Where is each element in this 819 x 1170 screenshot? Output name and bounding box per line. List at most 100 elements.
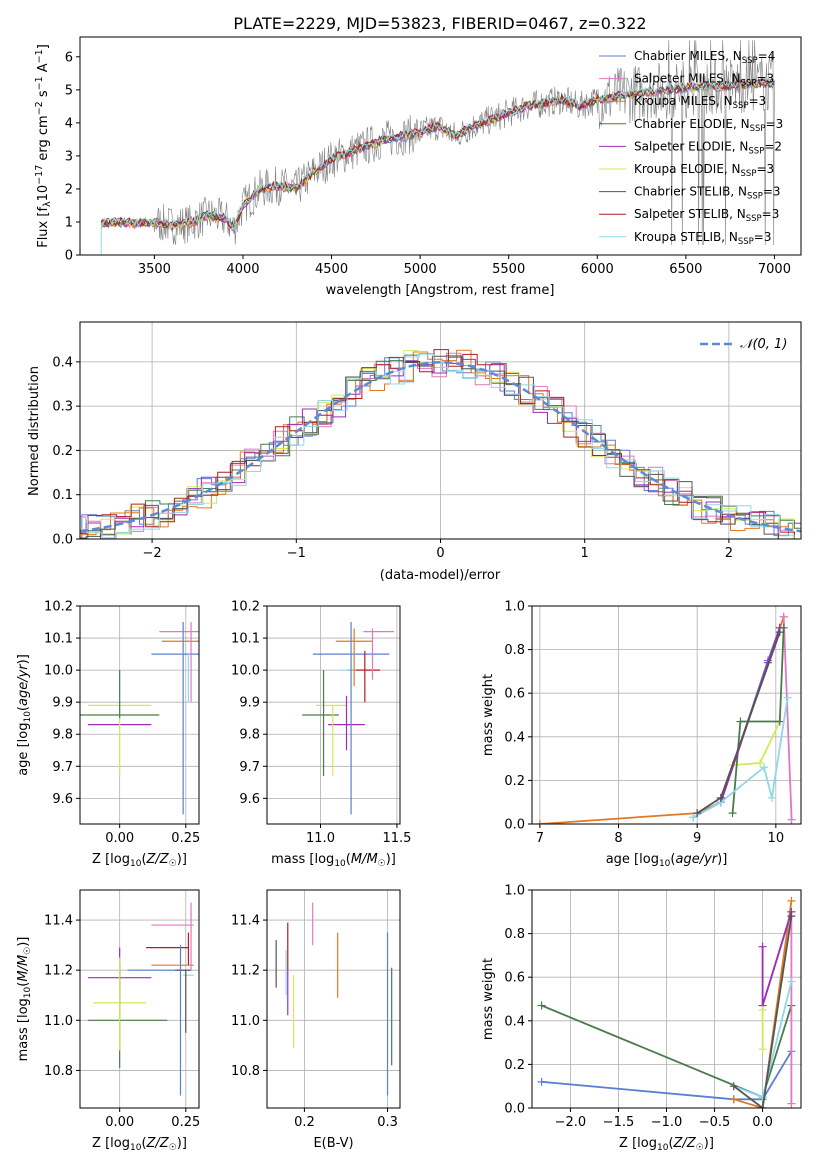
weight-line-kroupa_stelib bbox=[692, 697, 789, 819]
panel-weight_vs_Z: −2.0 −1.5 −1.0 −0.5 0.0 0.0 0.2 0.4 0.6 0.8 1.0 Z [… bbox=[481, 884, 802, 1153]
weight-plot-area bbox=[537, 896, 796, 1108]
weight-marker-kroupa_stelib bbox=[758, 1093, 767, 1102]
weight-marker-chabrier_miles bbox=[537, 1077, 546, 1086]
y-tick-label: 9.6 bbox=[239, 792, 260, 807]
x-tick-label: −0.5 bbox=[699, 1115, 731, 1130]
model-spectrum-kroupa_stelib bbox=[101, 76, 775, 231]
legend-spectrum: Chabrier MILES, NSSP=4 Salpeter MILES, NS… bbox=[599, 49, 783, 247]
x-axis-label: age [log10(age/yr)] bbox=[606, 852, 728, 869]
y-tick-label: 11.4 bbox=[231, 914, 260, 929]
legend-label-gaussian: 𝒩(0, 1) bbox=[740, 337, 787, 352]
weight-marker-kroupa_miles bbox=[535, 820, 544, 824]
panel-mass_vs_Z: 0.00 0.25 10.8 11.0 11.2 11.4 Z [log10(Z/Z☉)] m… bbox=[16, 889, 200, 1153]
weight-marker-salpeter_miles bbox=[787, 1099, 796, 1108]
x-tick-label: −1.0 bbox=[651, 1115, 683, 1130]
y-tick-label: 0.2 bbox=[504, 774, 525, 789]
y-tick-label: 1.0 bbox=[504, 600, 525, 615]
weight-marker-chabrier_elodie bbox=[728, 809, 737, 818]
x-axis-label: E(B-V) bbox=[313, 1136, 353, 1151]
errorbar-plot-area bbox=[87, 902, 194, 1096]
x-tick-label: 0.25 bbox=[171, 831, 200, 846]
weight-line-chabrier_elodie bbox=[731, 627, 785, 814]
y-tick-label: 9.8 bbox=[52, 728, 73, 743]
x-tick-label: 9 bbox=[693, 831, 701, 846]
spectrum-plot-area bbox=[100, 40, 775, 255]
x-tick-label: 10 bbox=[768, 831, 785, 846]
y-tick-label: 11.2 bbox=[44, 964, 73, 979]
weight-marker-kroupa_miles bbox=[787, 896, 796, 905]
panel-mass_vs_ebv: 0.2 0.3 10.8 11.0 11.2 11.4 E(B-V) bbox=[231, 889, 401, 1151]
y-tick-label: 11.2 bbox=[231, 964, 260, 979]
panel-age_vs_mass: 11.0 11.5 9.6 9.7 9.8 9.9 10.0 10.1 10.2 mass [lo… bbox=[231, 600, 411, 870]
legend-label-kroupa_stelib: Kroupa STELIB, NSSP=3 bbox=[634, 230, 772, 247]
axes-frame bbox=[79, 36, 802, 256]
x-tick-label: 4000 bbox=[226, 262, 259, 277]
weight-marker-kroupa_miles bbox=[729, 1095, 738, 1104]
x-axis-label: Z [log10(Z/Z☉)] bbox=[92, 852, 187, 869]
y-tick-label: 3 bbox=[65, 149, 73, 164]
weight-marker-kroupa_stelib bbox=[783, 693, 792, 702]
weight-marker-kroupa_elodie bbox=[756, 758, 765, 767]
y-tick-label: 10.0 bbox=[231, 664, 260, 679]
x-tick-label: 2 bbox=[725, 546, 733, 561]
y-tick-label: 10.8 bbox=[44, 1064, 73, 1079]
legend-label-salpeter_stelib: Salpeter STELIB, NSSP=3 bbox=[634, 207, 779, 224]
y-axis-label: Flux [fλ10−17 erg cm−2 s−1 A−1] bbox=[34, 44, 53, 248]
x-tick-label: 7 bbox=[536, 831, 544, 846]
weight-marker-chabrier_stelib bbox=[787, 912, 796, 921]
weight-marker-kroupa_elodie bbox=[758, 1045, 767, 1054]
y-tick-label: 9.9 bbox=[52, 696, 73, 711]
y-tick-label: 0.1 bbox=[52, 488, 73, 503]
weight-marker-salpeter_elodie bbox=[758, 942, 767, 951]
x-tick-label: 4500 bbox=[315, 262, 348, 277]
y-tick-label: 11.0 bbox=[44, 1014, 73, 1029]
axes-frame bbox=[266, 889, 401, 1109]
x-tick-label: 0.0 bbox=[752, 1115, 773, 1130]
weight-marker-chabrier_stelib bbox=[716, 793, 725, 802]
x-tick-label: 0 bbox=[436, 546, 444, 561]
axes-frame bbox=[266, 605, 401, 825]
y-tick-label: 0.0 bbox=[504, 818, 525, 833]
y-tick-label: 9.8 bbox=[239, 728, 260, 743]
weight-marker-chabrier_elodie bbox=[775, 717, 784, 726]
axes-frame bbox=[79, 605, 200, 825]
y-tick-label: 0.4 bbox=[52, 355, 73, 370]
y-tick-label: 11.4 bbox=[44, 914, 73, 929]
weight-marker-salpeter_miles bbox=[787, 815, 796, 824]
weight-marker-chabrier_stelib bbox=[775, 628, 784, 637]
x-tick-label: 0.00 bbox=[105, 831, 134, 846]
y-tick-label: 0.2 bbox=[504, 1058, 525, 1073]
weight-line-salpeter_miles bbox=[782, 616, 793, 820]
x-axis-label: (data-model)/error bbox=[380, 568, 501, 583]
x-tick-label: −1.5 bbox=[603, 1115, 635, 1130]
axes-frame bbox=[531, 605, 802, 825]
y-tick-label: 1.0 bbox=[504, 884, 525, 899]
y-axis-label: age [log10(age/yr)] bbox=[16, 654, 33, 776]
y-axis-label: mass weight bbox=[481, 958, 496, 1040]
y-tick-label: 9.9 bbox=[239, 696, 260, 711]
weight-marker-chabrier_elodie bbox=[537, 1001, 546, 1010]
gaussian-curve bbox=[80, 361, 801, 533]
panel-age_vs_Z: 0.00 0.25 9.6 9.7 9.8 9.9 10.0 10.1 10.2 Z [log10… bbox=[16, 600, 200, 870]
errorbar-plot-area bbox=[302, 622, 394, 815]
x-tick-label: 6500 bbox=[669, 262, 702, 277]
x-tick-label: 5000 bbox=[404, 262, 437, 277]
weight-marker-kroupa_stelib bbox=[760, 763, 769, 772]
y-tick-label: 9.6 bbox=[52, 792, 73, 807]
weight-marker-salpeter_miles bbox=[779, 612, 788, 621]
weight-marker-chabrier_stelib bbox=[729, 1082, 738, 1091]
weight-marker-kroupa_elodie bbox=[758, 1005, 767, 1014]
x-tick-label: −1 bbox=[287, 546, 306, 561]
x-tick-label: 0.2 bbox=[294, 1115, 315, 1130]
y-tick-label: 0.0 bbox=[504, 1102, 525, 1117]
hist-kroupa_miles bbox=[80, 349, 801, 539]
y-tick-label: 10.1 bbox=[231, 632, 260, 647]
hist-chabrier_elodie bbox=[80, 353, 801, 539]
x-axis-label: mass [log10(M/M☉)] bbox=[271, 852, 396, 869]
y-tick-label: 2 bbox=[65, 182, 73, 197]
x-axis-label: wavelength [Angstrom, rest frame] bbox=[326, 283, 555, 298]
y-tick-label: 1 bbox=[65, 215, 73, 230]
x-tick-label: −2 bbox=[143, 546, 162, 561]
x-tick-label: 0.25 bbox=[171, 1115, 200, 1130]
